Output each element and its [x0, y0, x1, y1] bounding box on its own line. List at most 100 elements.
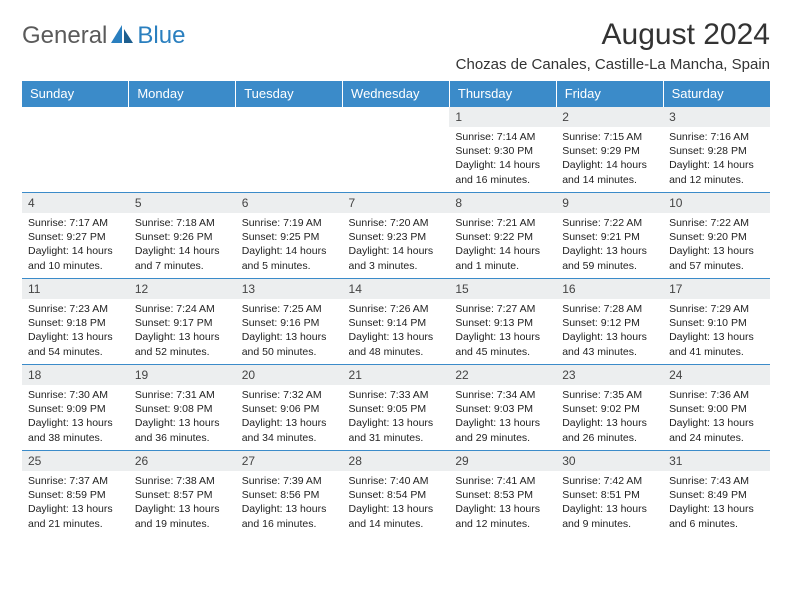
weekday-header: Saturday — [663, 81, 770, 107]
calendar-cell: 5Sunrise: 7:18 AMSunset: 9:26 PMDaylight… — [129, 193, 236, 279]
calendar-cell: 28Sunrise: 7:40 AMSunset: 8:54 PMDayligh… — [343, 451, 450, 537]
calendar-cell: 8Sunrise: 7:21 AMSunset: 9:22 PMDaylight… — [449, 193, 556, 279]
day-details: Sunrise: 7:20 AMSunset: 9:23 PMDaylight:… — [343, 213, 450, 276]
day-details: Sunrise: 7:32 AMSunset: 9:06 PMDaylight:… — [236, 385, 343, 448]
day-number: 6 — [236, 193, 343, 213]
calendar-cell: 7Sunrise: 7:20 AMSunset: 9:23 PMDaylight… — [343, 193, 450, 279]
day-details: Sunrise: 7:41 AMSunset: 8:53 PMDaylight:… — [449, 471, 556, 534]
day-number: 23 — [556, 365, 663, 385]
logo: General Blue — [22, 18, 185, 50]
month-title: August 2024 — [456, 18, 770, 52]
calendar-cell: 14Sunrise: 7:26 AMSunset: 9:14 PMDayligh… — [343, 279, 450, 365]
day-details: Sunrise: 7:24 AMSunset: 9:17 PMDaylight:… — [129, 299, 236, 362]
calendar-cell: 13Sunrise: 7:25 AMSunset: 9:16 PMDayligh… — [236, 279, 343, 365]
calendar-cell: 19Sunrise: 7:31 AMSunset: 9:08 PMDayligh… — [129, 365, 236, 451]
day-details: Sunrise: 7:25 AMSunset: 9:16 PMDaylight:… — [236, 299, 343, 362]
day-details: Sunrise: 7:28 AMSunset: 9:12 PMDaylight:… — [556, 299, 663, 362]
calendar-table: SundayMondayTuesdayWednesdayThursdayFrid… — [22, 81, 770, 537]
calendar-cell: 17Sunrise: 7:29 AMSunset: 9:10 PMDayligh… — [663, 279, 770, 365]
day-number: 31 — [663, 451, 770, 471]
calendar-cell: 25Sunrise: 7:37 AMSunset: 8:59 PMDayligh… — [22, 451, 129, 537]
day-number: 25 — [22, 451, 129, 471]
day-details: Sunrise: 7:26 AMSunset: 9:14 PMDaylight:… — [343, 299, 450, 362]
calendar-cell: 15Sunrise: 7:27 AMSunset: 9:13 PMDayligh… — [449, 279, 556, 365]
day-number: 22 — [449, 365, 556, 385]
day-number: 2 — [556, 107, 663, 127]
day-number: 7 — [343, 193, 450, 213]
day-details: Sunrise: 7:36 AMSunset: 9:00 PMDaylight:… — [663, 385, 770, 448]
day-details: Sunrise: 7:18 AMSunset: 9:26 PMDaylight:… — [129, 213, 236, 276]
day-number: 9 — [556, 193, 663, 213]
day-number: 10 — [663, 193, 770, 213]
day-number: 18 — [22, 365, 129, 385]
title-block: August 2024 Chozas de Canales, Castille-… — [456, 18, 770, 73]
day-details: Sunrise: 7:22 AMSunset: 9:20 PMDaylight:… — [663, 213, 770, 276]
day-number: 5 — [129, 193, 236, 213]
day-details: Sunrise: 7:35 AMSunset: 9:02 PMDaylight:… — [556, 385, 663, 448]
day-details: Sunrise: 7:16 AMSunset: 9:28 PMDaylight:… — [663, 127, 770, 190]
day-details: Sunrise: 7:31 AMSunset: 9:08 PMDaylight:… — [129, 385, 236, 448]
logo-text-blue: Blue — [137, 22, 185, 50]
calendar-cell: 18Sunrise: 7:30 AMSunset: 9:09 PMDayligh… — [22, 365, 129, 451]
day-details: Sunrise: 7:40 AMSunset: 8:54 PMDaylight:… — [343, 471, 450, 534]
calendar-cell: 20Sunrise: 7:32 AMSunset: 9:06 PMDayligh… — [236, 365, 343, 451]
day-details: Sunrise: 7:30 AMSunset: 9:09 PMDaylight:… — [22, 385, 129, 448]
logo-text-general: General — [22, 22, 107, 50]
calendar-cell: 21Sunrise: 7:33 AMSunset: 9:05 PMDayligh… — [343, 365, 450, 451]
calendar-cell: 11Sunrise: 7:23 AMSunset: 9:18 PMDayligh… — [22, 279, 129, 365]
day-number: 20 — [236, 365, 343, 385]
calendar-cell — [236, 107, 343, 193]
calendar-cell: 10Sunrise: 7:22 AMSunset: 9:20 PMDayligh… — [663, 193, 770, 279]
day-number: 19 — [129, 365, 236, 385]
calendar-cell: 31Sunrise: 7:43 AMSunset: 8:49 PMDayligh… — [663, 451, 770, 537]
page-header: General Blue August 2024 Chozas de Canal… — [22, 18, 770, 73]
calendar-cell: 9Sunrise: 7:22 AMSunset: 9:21 PMDaylight… — [556, 193, 663, 279]
calendar-cell: 29Sunrise: 7:41 AMSunset: 8:53 PMDayligh… — [449, 451, 556, 537]
day-number: 1 — [449, 107, 556, 127]
day-number: 13 — [236, 279, 343, 299]
day-number: 28 — [343, 451, 450, 471]
day-number: 3 — [663, 107, 770, 127]
day-details: Sunrise: 7:39 AMSunset: 8:56 PMDaylight:… — [236, 471, 343, 534]
calendar-row: 4Sunrise: 7:17 AMSunset: 9:27 PMDaylight… — [22, 193, 770, 279]
day-details: Sunrise: 7:23 AMSunset: 9:18 PMDaylight:… — [22, 299, 129, 362]
day-details: Sunrise: 7:34 AMSunset: 9:03 PMDaylight:… — [449, 385, 556, 448]
day-details: Sunrise: 7:43 AMSunset: 8:49 PMDaylight:… — [663, 471, 770, 534]
day-number: 24 — [663, 365, 770, 385]
weekday-header: Tuesday — [236, 81, 343, 107]
day-number: 4 — [22, 193, 129, 213]
calendar-row: 18Sunrise: 7:30 AMSunset: 9:09 PMDayligh… — [22, 365, 770, 451]
weekday-header: Monday — [129, 81, 236, 107]
calendar-cell — [22, 107, 129, 193]
calendar-cell: 12Sunrise: 7:24 AMSunset: 9:17 PMDayligh… — [129, 279, 236, 365]
calendar-cell: 22Sunrise: 7:34 AMSunset: 9:03 PMDayligh… — [449, 365, 556, 451]
day-number: 27 — [236, 451, 343, 471]
calendar-body: 1Sunrise: 7:14 AMSunset: 9:30 PMDaylight… — [22, 107, 770, 537]
day-number: 12 — [129, 279, 236, 299]
day-number: 15 — [449, 279, 556, 299]
calendar-cell: 24Sunrise: 7:36 AMSunset: 9:00 PMDayligh… — [663, 365, 770, 451]
calendar-cell: 30Sunrise: 7:42 AMSunset: 8:51 PMDayligh… — [556, 451, 663, 537]
day-number: 21 — [343, 365, 450, 385]
day-details: Sunrise: 7:29 AMSunset: 9:10 PMDaylight:… — [663, 299, 770, 362]
calendar-cell — [343, 107, 450, 193]
sail-icon — [109, 23, 135, 50]
day-details: Sunrise: 7:27 AMSunset: 9:13 PMDaylight:… — [449, 299, 556, 362]
day-details: Sunrise: 7:37 AMSunset: 8:59 PMDaylight:… — [22, 471, 129, 534]
calendar-cell: 4Sunrise: 7:17 AMSunset: 9:27 PMDaylight… — [22, 193, 129, 279]
weekday-header: Friday — [556, 81, 663, 107]
day-details: Sunrise: 7:17 AMSunset: 9:27 PMDaylight:… — [22, 213, 129, 276]
calendar-cell: 2Sunrise: 7:15 AMSunset: 9:29 PMDaylight… — [556, 107, 663, 193]
calendar-cell: 3Sunrise: 7:16 AMSunset: 9:28 PMDaylight… — [663, 107, 770, 193]
day-number: 11 — [22, 279, 129, 299]
calendar-row: 1Sunrise: 7:14 AMSunset: 9:30 PMDaylight… — [22, 107, 770, 193]
day-details: Sunrise: 7:33 AMSunset: 9:05 PMDaylight:… — [343, 385, 450, 448]
day-number: 8 — [449, 193, 556, 213]
day-details: Sunrise: 7:21 AMSunset: 9:22 PMDaylight:… — [449, 213, 556, 276]
weekday-header: Wednesday — [343, 81, 450, 107]
day-number: 14 — [343, 279, 450, 299]
location-text: Chozas de Canales, Castille-La Mancha, S… — [456, 56, 770, 73]
day-details: Sunrise: 7:38 AMSunset: 8:57 PMDaylight:… — [129, 471, 236, 534]
day-number: 29 — [449, 451, 556, 471]
day-details: Sunrise: 7:22 AMSunset: 9:21 PMDaylight:… — [556, 213, 663, 276]
